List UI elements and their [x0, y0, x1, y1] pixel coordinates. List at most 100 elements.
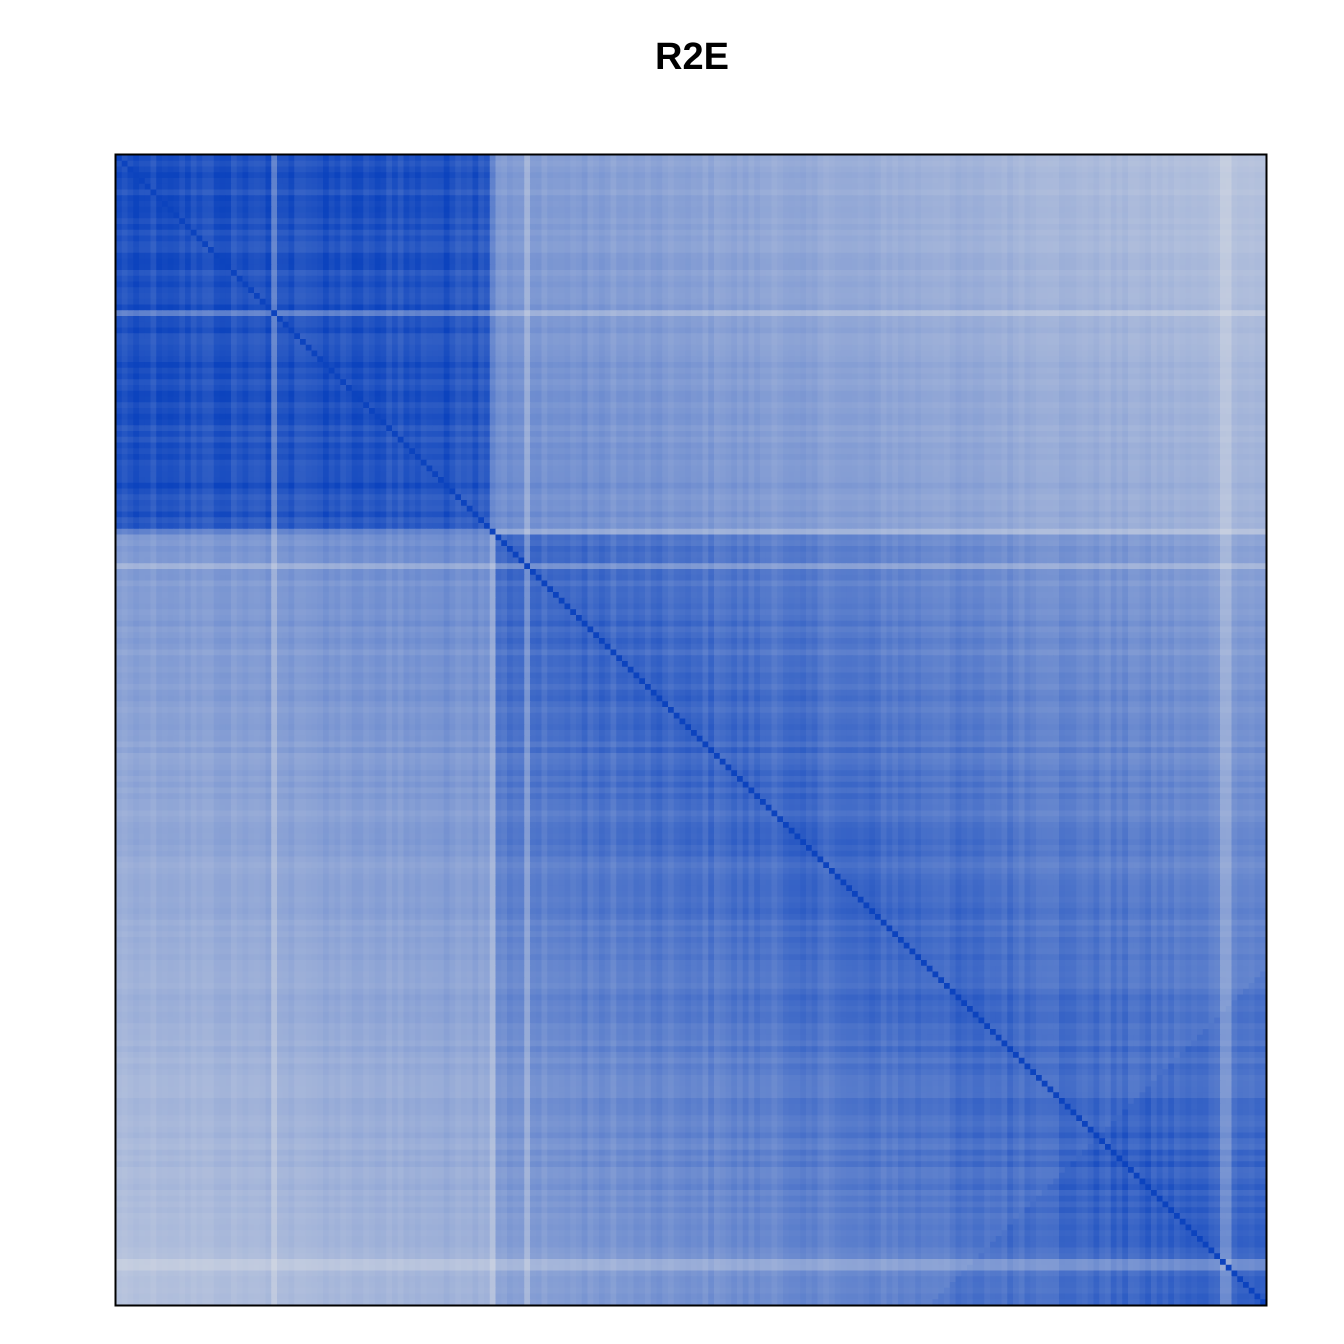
heatmap-cell [887, 247, 893, 253]
heatmap-cell [323, 270, 329, 276]
heatmap-cell [812, 201, 818, 207]
heatmap-cell [996, 270, 1002, 276]
heatmap-cell [1071, 190, 1077, 196]
heatmap-cell [628, 293, 634, 299]
heatmap-cell [300, 276, 306, 282]
heatmap-cell [438, 287, 444, 293]
heatmap-cell [990, 155, 996, 161]
heatmap-cell [846, 184, 852, 190]
heatmap-cell [852, 218, 858, 224]
heatmap-cell [507, 167, 513, 173]
heatmap-cell [335, 155, 341, 161]
heatmap-cell [231, 184, 237, 190]
heatmap-cell [1088, 287, 1094, 293]
heatmap-cell [1232, 195, 1238, 201]
heatmap-cell [473, 293, 479, 299]
heatmap-cell [996, 190, 1002, 196]
heatmap-cell [864, 184, 870, 190]
heatmap-cell [1237, 293, 1243, 299]
heatmap-cell [467, 167, 473, 173]
heatmap-cell [317, 241, 323, 247]
heatmap-cell [444, 253, 450, 259]
heatmap-cell [323, 259, 329, 265]
heatmap-cell [616, 247, 622, 253]
heatmap-cell [1243, 178, 1249, 184]
heatmap-cell [1180, 161, 1186, 167]
heatmap-cell [335, 178, 341, 184]
heatmap-cell [283, 224, 289, 230]
heatmap-cell [657, 155, 663, 161]
heatmap-cell [1025, 287, 1031, 293]
heatmap-cell [208, 178, 214, 184]
heatmap-cell [823, 230, 829, 236]
heatmap-cell [473, 282, 479, 288]
heatmap-cell [616, 264, 622, 270]
heatmap-cell [536, 195, 542, 201]
heatmap-cell [892, 195, 898, 201]
heatmap-cell [841, 253, 847, 259]
heatmap-cell [559, 190, 565, 196]
heatmap-cell [461, 178, 467, 184]
heatmap-cell [846, 230, 852, 236]
heatmap-cell [398, 276, 404, 282]
heatmap-cell [611, 276, 617, 282]
heatmap-cell [680, 172, 686, 178]
heatmap-cell [513, 155, 519, 161]
heatmap-cell [599, 167, 605, 173]
heatmap-cell [1019, 270, 1025, 276]
heatmap-cell [484, 178, 490, 184]
heatmap-cell [237, 167, 243, 173]
heatmap-cell [553, 167, 559, 173]
heatmap-cell [156, 293, 162, 299]
heatmap-cell [283, 184, 289, 190]
heatmap-cell [323, 287, 329, 293]
heatmap-cell [369, 270, 375, 276]
heatmap-cell [628, 167, 634, 173]
heatmap-cell [237, 184, 243, 190]
heatmap-cell [421, 172, 427, 178]
heatmap-cell [444, 230, 450, 236]
heatmap-cell [271, 190, 277, 196]
heatmap-cell [1048, 213, 1054, 219]
heatmap-cell [961, 264, 967, 270]
heatmap-cell [208, 270, 214, 276]
heatmap-cell [708, 247, 714, 253]
heatmap-cell [277, 259, 283, 265]
heatmap-cell [398, 282, 404, 288]
heatmap-cell [777, 287, 783, 293]
heatmap-cell [973, 178, 979, 184]
heatmap-cell [375, 161, 381, 167]
heatmap-cell [582, 236, 588, 242]
heatmap-cell [450, 253, 456, 259]
heatmap-cell [1094, 230, 1100, 236]
heatmap-cell [427, 201, 433, 207]
heatmap-cell [967, 230, 973, 236]
heatmap-cell [565, 167, 571, 173]
heatmap-cell [864, 167, 870, 173]
heatmap-cell [398, 161, 404, 167]
heatmap-cell [1145, 270, 1151, 276]
heatmap-cell [749, 207, 755, 213]
heatmap-cell [444, 155, 450, 161]
heatmap-cell [858, 241, 864, 247]
heatmap-cell [668, 201, 674, 207]
heatmap-cell [197, 190, 203, 196]
heatmap-cell [726, 184, 732, 190]
heatmap-cell [1226, 207, 1232, 213]
heatmap-cell [260, 282, 266, 288]
heatmap-cell [1122, 224, 1128, 230]
heatmap-cell [1174, 161, 1180, 167]
heatmap-cell [996, 230, 1002, 236]
heatmap-cell [421, 282, 427, 288]
heatmap-cell [1197, 264, 1203, 270]
heatmap-cell [231, 207, 237, 213]
heatmap-cell [639, 253, 645, 259]
heatmap-cell [156, 201, 162, 207]
heatmap-cell [743, 172, 749, 178]
heatmap-cell [967, 264, 973, 270]
heatmap-cell [208, 282, 214, 288]
heatmap-cell [231, 195, 237, 201]
heatmap-cell [777, 270, 783, 276]
heatmap-cell [1249, 218, 1255, 224]
heatmap-cell [1117, 218, 1123, 224]
